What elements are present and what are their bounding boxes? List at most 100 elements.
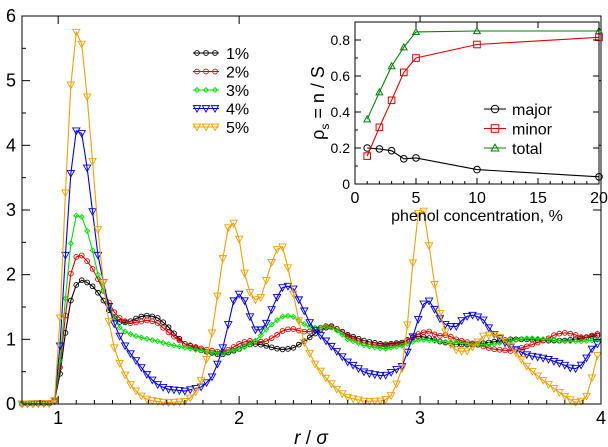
main-data-point — [267, 306, 277, 315]
inset-data-point — [387, 96, 396, 105]
inset-legend-entry: major — [484, 102, 553, 119]
inset-data-point — [411, 27, 421, 36]
main-data-point — [572, 338, 579, 345]
inset-series-total — [363, 26, 604, 123]
main-data-point — [578, 334, 584, 341]
main-data-point — [164, 385, 173, 394]
main-data-point — [398, 342, 406, 349]
main-data-point — [66, 81, 76, 90]
main-legend-marker — [192, 123, 202, 132]
main-data-point — [534, 339, 541, 346]
main-data-point — [545, 336, 552, 343]
main-data-point — [77, 130, 87, 139]
main-data-point — [181, 341, 188, 347]
main-data-point — [299, 307, 309, 316]
main-data-point — [322, 323, 330, 330]
main-data-point — [337, 390, 347, 399]
main-data-point — [78, 252, 85, 259]
main-data-point — [252, 337, 259, 344]
main-data-point — [51, 397, 58, 404]
main-data-point — [578, 338, 585, 345]
main-legend-marker — [203, 50, 209, 56]
main-data-point — [375, 372, 385, 381]
main-data-point — [328, 323, 335, 329]
main-data-point — [154, 338, 161, 345]
main-data-point — [538, 354, 548, 363]
main-data-point — [571, 365, 581, 374]
main-data-point — [209, 347, 215, 354]
main-data-point — [517, 356, 526, 364]
main-data-point — [290, 313, 297, 320]
main-data-point — [485, 345, 492, 351]
main-data-point — [576, 361, 586, 370]
inset-data-point — [473, 40, 481, 49]
main-data-point — [479, 316, 488, 325]
main-legend-label: 4% — [226, 102, 249, 119]
main-data-point — [142, 371, 152, 380]
main-data-point — [549, 385, 559, 394]
main-data-point — [453, 336, 460, 343]
main-data-point — [122, 328, 129, 335]
main-legend-label: 3% — [226, 83, 249, 100]
main-data-point — [593, 340, 602, 349]
main-data-point — [263, 338, 270, 345]
inset-data-point — [375, 145, 384, 153]
main-series-5 — [17, 28, 602, 409]
main-axes: 1 2 3 4 0 1 2 3 4 5 6 — [6, 6, 606, 428]
inset-series-line — [366, 36, 600, 157]
main-legend: 1% 2%3% 4%5% — [192, 46, 249, 137]
main-data-point — [310, 326, 320, 335]
inset-y-axis-label-rest: = n / S — [308, 66, 328, 124]
inset-background — [355, 22, 599, 184]
main-data-point — [555, 389, 564, 397]
main-legend-entry: 3% — [193, 83, 249, 100]
main-data-point — [403, 348, 412, 357]
main-data-point — [523, 335, 530, 342]
main-x-axis-label: r / σ — [294, 428, 329, 447]
main-data-point — [149, 337, 156, 344]
main-data-point — [464, 339, 470, 345]
inset-legend-entry: total — [484, 141, 542, 158]
main-data-point — [89, 283, 96, 290]
main-data-point — [89, 247, 96, 254]
inset-x-tick-label: 20 — [590, 190, 608, 207]
main-data-point — [561, 338, 568, 345]
main-data-point — [506, 342, 515, 351]
inset-data-point — [400, 68, 408, 77]
main-data-point — [284, 312, 292, 319]
main-data-point — [299, 339, 309, 348]
main-data-point — [185, 386, 195, 395]
main-series-group — [17, 28, 602, 409]
inset-y-axis-label-rho: ρ — [308, 130, 328, 140]
main-data-point — [169, 398, 179, 407]
main-y-tick-label: 2 — [6, 265, 16, 285]
main-data-point — [207, 329, 217, 338]
inset-series-line — [366, 30, 599, 120]
main-data-point — [55, 314, 65, 323]
main-data-point — [413, 315, 423, 324]
main-data-point — [431, 337, 438, 344]
main-data-point — [377, 342, 384, 349]
main-data-point — [290, 344, 297, 351]
main-data-point — [431, 331, 438, 338]
main-data-point — [169, 386, 179, 395]
inset-y-axis-label-sub: s — [318, 124, 332, 130]
main-data-point — [171, 330, 177, 337]
main-data-point — [176, 337, 183, 344]
main-data-point — [549, 357, 559, 366]
main-data-point — [327, 342, 336, 351]
main-data-point — [321, 337, 331, 346]
inset-data-point — [375, 87, 384, 96]
main-data-point — [245, 313, 255, 322]
main-data-point — [208, 349, 216, 356]
main-data-point — [350, 338, 357, 345]
main-data-point — [247, 338, 253, 344]
main-legend-entry: 2% — [193, 65, 249, 82]
main-data-point — [225, 348, 232, 355]
main-data-point — [534, 335, 541, 342]
main-data-point — [306, 323, 313, 330]
main-data-point — [294, 296, 304, 305]
main-y-tick-label: 3 — [6, 200, 16, 220]
main-data-point — [451, 323, 461, 331]
main-data-point — [529, 341, 536, 348]
